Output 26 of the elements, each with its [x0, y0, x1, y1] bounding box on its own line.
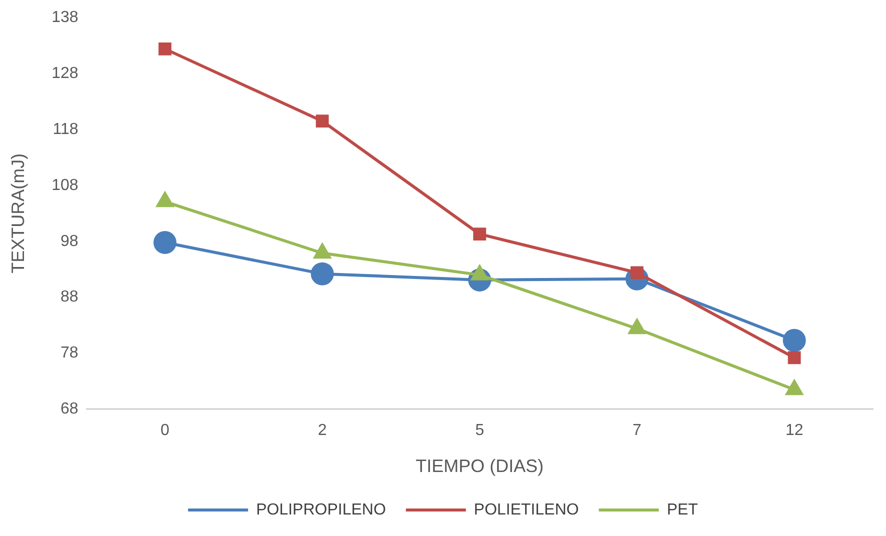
y-tick-label: 118	[52, 120, 78, 138]
y-axis-title: TEXTURA(mJ)	[8, 153, 28, 274]
point	[782, 328, 806, 352]
legend-label: PET	[666, 501, 698, 518]
legend-label: POLIPROPILENO	[256, 501, 386, 518]
y-tick-label: 78	[60, 344, 78, 362]
point	[310, 262, 334, 286]
y-tick-label: 128	[52, 64, 78, 82]
x-tick-label: 5	[475, 422, 484, 440]
x-tick-label: 2	[318, 422, 327, 440]
point	[473, 228, 486, 241]
x-tick-label: 0	[160, 422, 170, 440]
legend-label: POLIETILENO	[474, 501, 579, 518]
point	[316, 114, 329, 128]
y-tick-label: 108	[52, 176, 78, 194]
x-tick-label: 12	[785, 422, 804, 440]
x-tick-label: 7	[632, 422, 642, 440]
y-tick-label: 138	[52, 9, 78, 26]
point	[153, 230, 176, 254]
y-tick-label: 88	[60, 288, 78, 306]
point	[630, 266, 644, 280]
point	[158, 42, 172, 56]
x-axis-title: TIEMPO (DIAS)	[416, 456, 544, 476]
point	[788, 351, 801, 364]
y-tick-label: 98	[60, 232, 78, 250]
y-tick-label: 68	[60, 400, 78, 418]
